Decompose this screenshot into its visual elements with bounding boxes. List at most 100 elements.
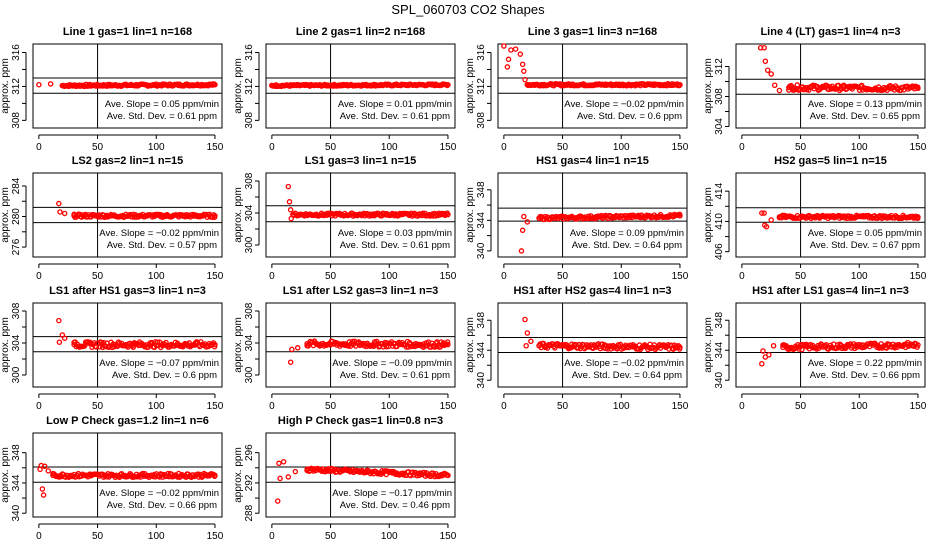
x-tick-label: 150 xyxy=(440,401,457,412)
panel-title: High P Check gas=1 lin=0.8 n=3 xyxy=(278,415,443,427)
x-tick-label: 50 xyxy=(92,531,104,540)
data-point xyxy=(915,215,921,221)
data-point xyxy=(211,214,218,220)
y-tick-label: 308 xyxy=(244,302,255,319)
y-tick-label: 340 xyxy=(714,371,725,388)
y-axis-label: approx. ppm xyxy=(0,317,11,373)
x-tick-label: 50 xyxy=(92,401,104,412)
data-point xyxy=(106,344,112,350)
y-tick-label: 316 xyxy=(244,44,255,61)
data-point xyxy=(676,82,683,89)
data-point xyxy=(524,330,531,336)
plot-box xyxy=(265,172,456,258)
ave-std-dev-annotation: Ave. Std. Dev. = 0.61 ppm xyxy=(107,111,217,122)
x-tick-label: 100 xyxy=(381,142,398,153)
data-point xyxy=(56,339,63,345)
data-point xyxy=(757,45,764,51)
data-point xyxy=(760,348,766,354)
data-point xyxy=(287,359,294,365)
x-tick-label: 150 xyxy=(440,142,457,153)
plot-box xyxy=(32,432,223,518)
data-point xyxy=(913,341,919,347)
x-tick-label: 150 xyxy=(207,531,224,540)
y-tick-label: 300 xyxy=(244,236,255,253)
y-tick-label: 292 xyxy=(244,474,255,491)
panel: Line 3 gas=1 lin=3 n=168 0 50 100 150 308 312 3… xyxy=(465,26,689,153)
data-point xyxy=(759,360,765,367)
y-tick-label: 304 xyxy=(714,118,725,135)
data-point xyxy=(522,316,528,323)
y-tick-label: 316 xyxy=(476,44,487,61)
y-tick-label: 288 xyxy=(244,504,255,521)
data-point xyxy=(47,81,54,87)
y-tick-label: 348 xyxy=(476,311,487,328)
y-axis-label: approx. ppm xyxy=(465,58,476,114)
data-point xyxy=(163,339,169,346)
data-point xyxy=(528,338,534,344)
x-tick-label: 50 xyxy=(795,271,807,282)
data-point xyxy=(552,345,558,351)
data-point xyxy=(140,470,146,477)
y-tick-label: 308 xyxy=(244,112,255,129)
data-point xyxy=(762,58,769,65)
ave-std-dev-annotation: Ave. Std. Dev. = 0.65 ppm xyxy=(810,111,920,122)
ave-slope-annotation: Ave. Slope = −0.17 ppm/min xyxy=(332,488,452,499)
panel: Line 1 gas=1 lin=1 n=168 0 50 100 150 308 312 3… xyxy=(0,26,224,153)
y-axis-label: approx. ppm xyxy=(465,187,476,243)
x-tick-label: 100 xyxy=(148,271,165,282)
x-tick-label: 0 xyxy=(269,401,275,412)
y-axis-label: approx. ppm xyxy=(0,447,11,503)
y-axis-label: approx. ppm xyxy=(233,187,244,243)
panel: Line 4 (LT) gas=1 lin=4 n=3 0 50 100 150 304 3… xyxy=(703,26,927,153)
y-tick-label: 348 xyxy=(476,181,487,198)
data-point xyxy=(36,81,42,88)
x-tick-label: 50 xyxy=(325,271,337,282)
panel: LS1 gas=3 lin=1 n=15 0 50 100 150 300 304 308ap… xyxy=(233,155,457,282)
x-tick-label: 50 xyxy=(92,271,104,282)
data-point xyxy=(274,498,281,504)
y-tick-label: 348 xyxy=(11,444,22,461)
x-tick-label: 50 xyxy=(325,401,337,412)
data-point xyxy=(768,217,774,223)
y-tick-label: 340 xyxy=(11,504,22,521)
panel-title: LS1 after LS2 gas=3 lin=1 n=3 xyxy=(283,285,439,297)
plot-box xyxy=(265,43,456,129)
data-point xyxy=(504,64,511,70)
ave-std-dev-annotation: Ave. Std. Dev. = 0.66 ppm xyxy=(810,370,920,381)
panel: HS1 gas=4 lin=1 n=15 0 50 100 150 340 344 348ap… xyxy=(465,155,689,282)
data-point xyxy=(761,210,767,216)
panel-title: HS1 after LS1 gas=4 lin=1 n=3 xyxy=(752,285,909,297)
ave-slope-annotation: Ave. Slope = −0.02 ppm/min xyxy=(99,228,219,239)
data-point xyxy=(41,463,48,470)
panel-title: Low P Check gas=1.2 lin=1 n=6 xyxy=(46,415,209,427)
plot-box xyxy=(735,172,926,258)
y-axis-label: approx. ppm xyxy=(465,317,476,373)
y-tick-label: 304 xyxy=(244,204,255,221)
x-tick-label: 150 xyxy=(207,142,224,153)
y-axis-label: approx. ppm xyxy=(703,187,714,243)
plot-box xyxy=(32,302,223,388)
x-tick-label: 150 xyxy=(910,142,927,153)
data-point xyxy=(211,343,218,350)
data-point xyxy=(519,61,526,68)
ave-std-dev-annotation: Ave. Std. Dev. = 0.61 ppm xyxy=(340,111,450,122)
plot-box xyxy=(32,43,223,129)
x-tick-label: 50 xyxy=(557,142,569,153)
data-point xyxy=(165,470,171,477)
ave-std-dev-annotation: Ave. Std. Dev. = 0.67 ppm xyxy=(810,240,920,251)
ave-slope-annotation: Ave. Slope = 0.05 ppm/min xyxy=(105,99,219,110)
y-tick-label: 296 xyxy=(244,444,255,461)
data-point xyxy=(668,342,674,349)
panel-title: HS2 gas=5 lin=1 n=15 xyxy=(774,155,887,167)
x-tick-label: 100 xyxy=(851,142,868,153)
panel-title: LS1 gas=3 lin=1 n=15 xyxy=(305,155,417,167)
panel: HS1 after HS2 gas=4 lin=1 n=3 0 50 100 150 34… xyxy=(465,285,689,412)
ave-std-dev-annotation: Ave. Std. Dev. = 0.61 ppm xyxy=(340,240,450,251)
x-tick-label: 0 xyxy=(739,142,745,153)
data-point xyxy=(761,45,767,51)
y-tick-label: 308 xyxy=(244,172,255,189)
y-tick-label: 284 xyxy=(11,177,22,194)
plot-box xyxy=(497,302,688,388)
data-point xyxy=(211,81,218,88)
y-tick-label: 344 xyxy=(476,341,487,358)
